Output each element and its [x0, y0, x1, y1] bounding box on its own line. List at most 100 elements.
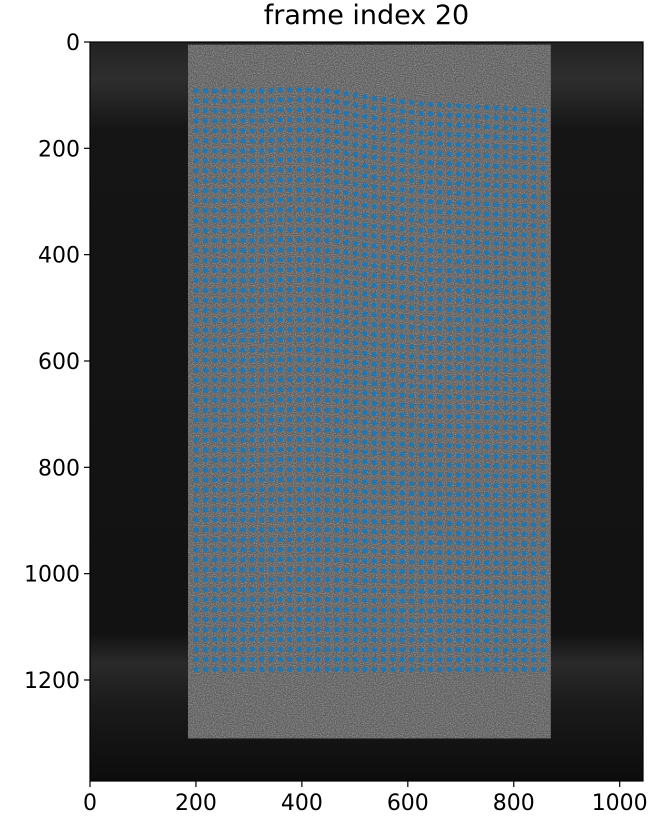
point-marker	[278, 607, 283, 612]
point-marker	[503, 280, 508, 285]
point-marker	[212, 278, 217, 283]
point-marker	[287, 327, 292, 332]
point-marker	[222, 248, 227, 253]
point-marker	[231, 388, 236, 393]
point-marker	[390, 500, 395, 505]
point-marker	[503, 512, 508, 517]
point-marker	[193, 477, 198, 482]
y-tick-label: 800	[38, 456, 80, 481]
point-marker	[268, 297, 273, 302]
point-marker	[212, 228, 217, 233]
point-marker	[418, 130, 423, 135]
point-marker	[400, 461, 405, 466]
point-marker	[540, 156, 545, 161]
point-marker	[315, 357, 320, 362]
point-marker	[362, 450, 367, 455]
point-marker	[390, 333, 395, 338]
point-marker	[325, 348, 330, 353]
point-marker	[231, 447, 236, 452]
point-marker	[456, 482, 461, 487]
point-marker	[512, 164, 517, 169]
point-marker	[418, 628, 423, 633]
point-marker	[325, 378, 330, 383]
point-marker	[343, 111, 348, 116]
point-marker	[362, 529, 367, 534]
point-marker	[334, 607, 339, 612]
point-marker	[297, 167, 302, 172]
point-marker	[343, 240, 348, 245]
point-marker	[493, 212, 498, 217]
point-marker	[447, 103, 452, 108]
point-marker	[531, 108, 536, 113]
point-marker	[418, 462, 423, 467]
point-marker	[503, 338, 508, 343]
point-marker	[306, 227, 311, 232]
point-marker	[268, 307, 273, 312]
point-marker	[231, 198, 236, 203]
point-marker	[372, 657, 377, 662]
point-marker	[240, 427, 245, 432]
point-marker	[484, 163, 489, 168]
point-marker	[193, 577, 198, 582]
point-marker	[212, 427, 217, 432]
point-marker	[465, 511, 470, 516]
point-marker	[512, 329, 517, 334]
point-marker	[428, 657, 433, 662]
point-marker	[231, 547, 236, 552]
point-marker	[447, 356, 452, 361]
point-marker	[475, 347, 480, 352]
point-marker	[447, 618, 452, 623]
point-marker	[334, 647, 339, 652]
point-marker	[306, 247, 311, 252]
point-marker	[287, 547, 292, 552]
point-marker	[503, 203, 508, 208]
point-marker	[193, 108, 198, 113]
point-marker	[372, 224, 377, 229]
point-marker	[503, 309, 508, 314]
point-marker	[540, 532, 545, 537]
point-marker	[222, 437, 227, 442]
point-marker	[231, 657, 236, 662]
point-marker	[475, 628, 480, 633]
point-marker	[203, 417, 208, 422]
point-marker	[437, 229, 442, 234]
point-marker	[409, 403, 414, 408]
point-marker	[428, 238, 433, 243]
point-marker	[334, 527, 339, 532]
point-marker	[306, 117, 311, 122]
point-marker	[400, 324, 405, 329]
point-marker	[400, 628, 405, 633]
point-marker	[212, 637, 217, 642]
point-marker	[447, 200, 452, 205]
point-marker	[203, 587, 208, 592]
point-marker	[250, 268, 255, 273]
point-marker	[353, 261, 358, 266]
point-marker	[250, 128, 255, 133]
point-marker	[297, 407, 302, 412]
point-marker	[306, 217, 311, 222]
point-marker	[297, 517, 302, 522]
point-marker	[512, 425, 517, 430]
point-marker	[428, 170, 433, 175]
point-marker	[390, 520, 395, 525]
point-marker	[250, 477, 255, 482]
point-marker	[428, 560, 433, 565]
point-marker	[390, 579, 395, 584]
point-marker	[503, 667, 508, 672]
point-marker	[278, 647, 283, 652]
point-marker	[334, 189, 339, 194]
point-marker	[390, 167, 395, 172]
point-marker	[297, 497, 302, 502]
point-marker	[418, 638, 423, 643]
point-marker	[362, 183, 367, 188]
point-marker	[409, 423, 414, 428]
point-marker	[540, 301, 545, 306]
point-marker	[353, 419, 358, 424]
point-marker	[315, 427, 320, 432]
point-marker	[268, 198, 273, 203]
point-marker	[409, 657, 414, 662]
point-marker	[512, 609, 517, 614]
point-marker	[381, 519, 386, 524]
point-marker	[231, 338, 236, 343]
point-marker	[381, 293, 386, 298]
